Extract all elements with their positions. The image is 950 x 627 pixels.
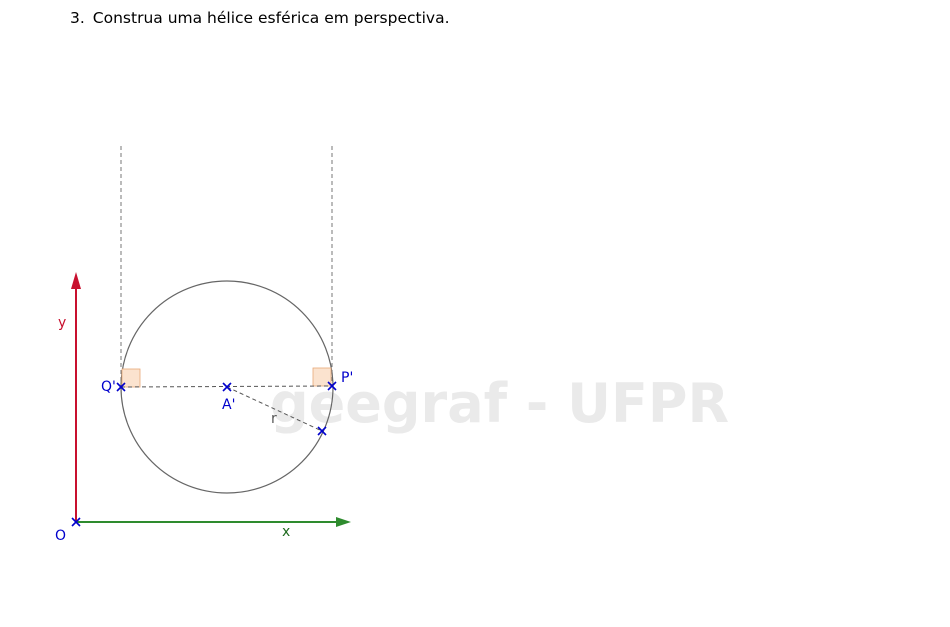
point-radius-end-marker: [317, 426, 327, 436]
x-axis-label: x: [282, 524, 290, 540]
point-q-marker: [116, 382, 126, 392]
q-point-label: Q': [101, 379, 116, 395]
p-point-label: P': [341, 370, 353, 386]
point-p-marker: [327, 381, 337, 391]
exercise-text: Construa uma hélice esférica em perspect…: [92, 9, 450, 27]
right-angle-marker-right: [312, 367, 332, 387]
x-axis-arrow: [336, 517, 351, 527]
point-origin-marker: [71, 517, 81, 527]
y-axis-label: y: [58, 315, 66, 331]
watermark-text: geegraf - UFPR: [270, 372, 729, 435]
radius-dashed-line: [226, 386, 323, 432]
exercise-number: 3.: [70, 9, 85, 27]
y-axis-arrow: [71, 272, 81, 289]
point-center-marker: [222, 382, 232, 392]
center-point-label: A': [222, 397, 235, 413]
exercise-title: 3. Construa uma hélice esférica em perspe…: [70, 9, 450, 27]
radius-label: r: [271, 411, 277, 427]
origin-label: O: [55, 528, 66, 544]
